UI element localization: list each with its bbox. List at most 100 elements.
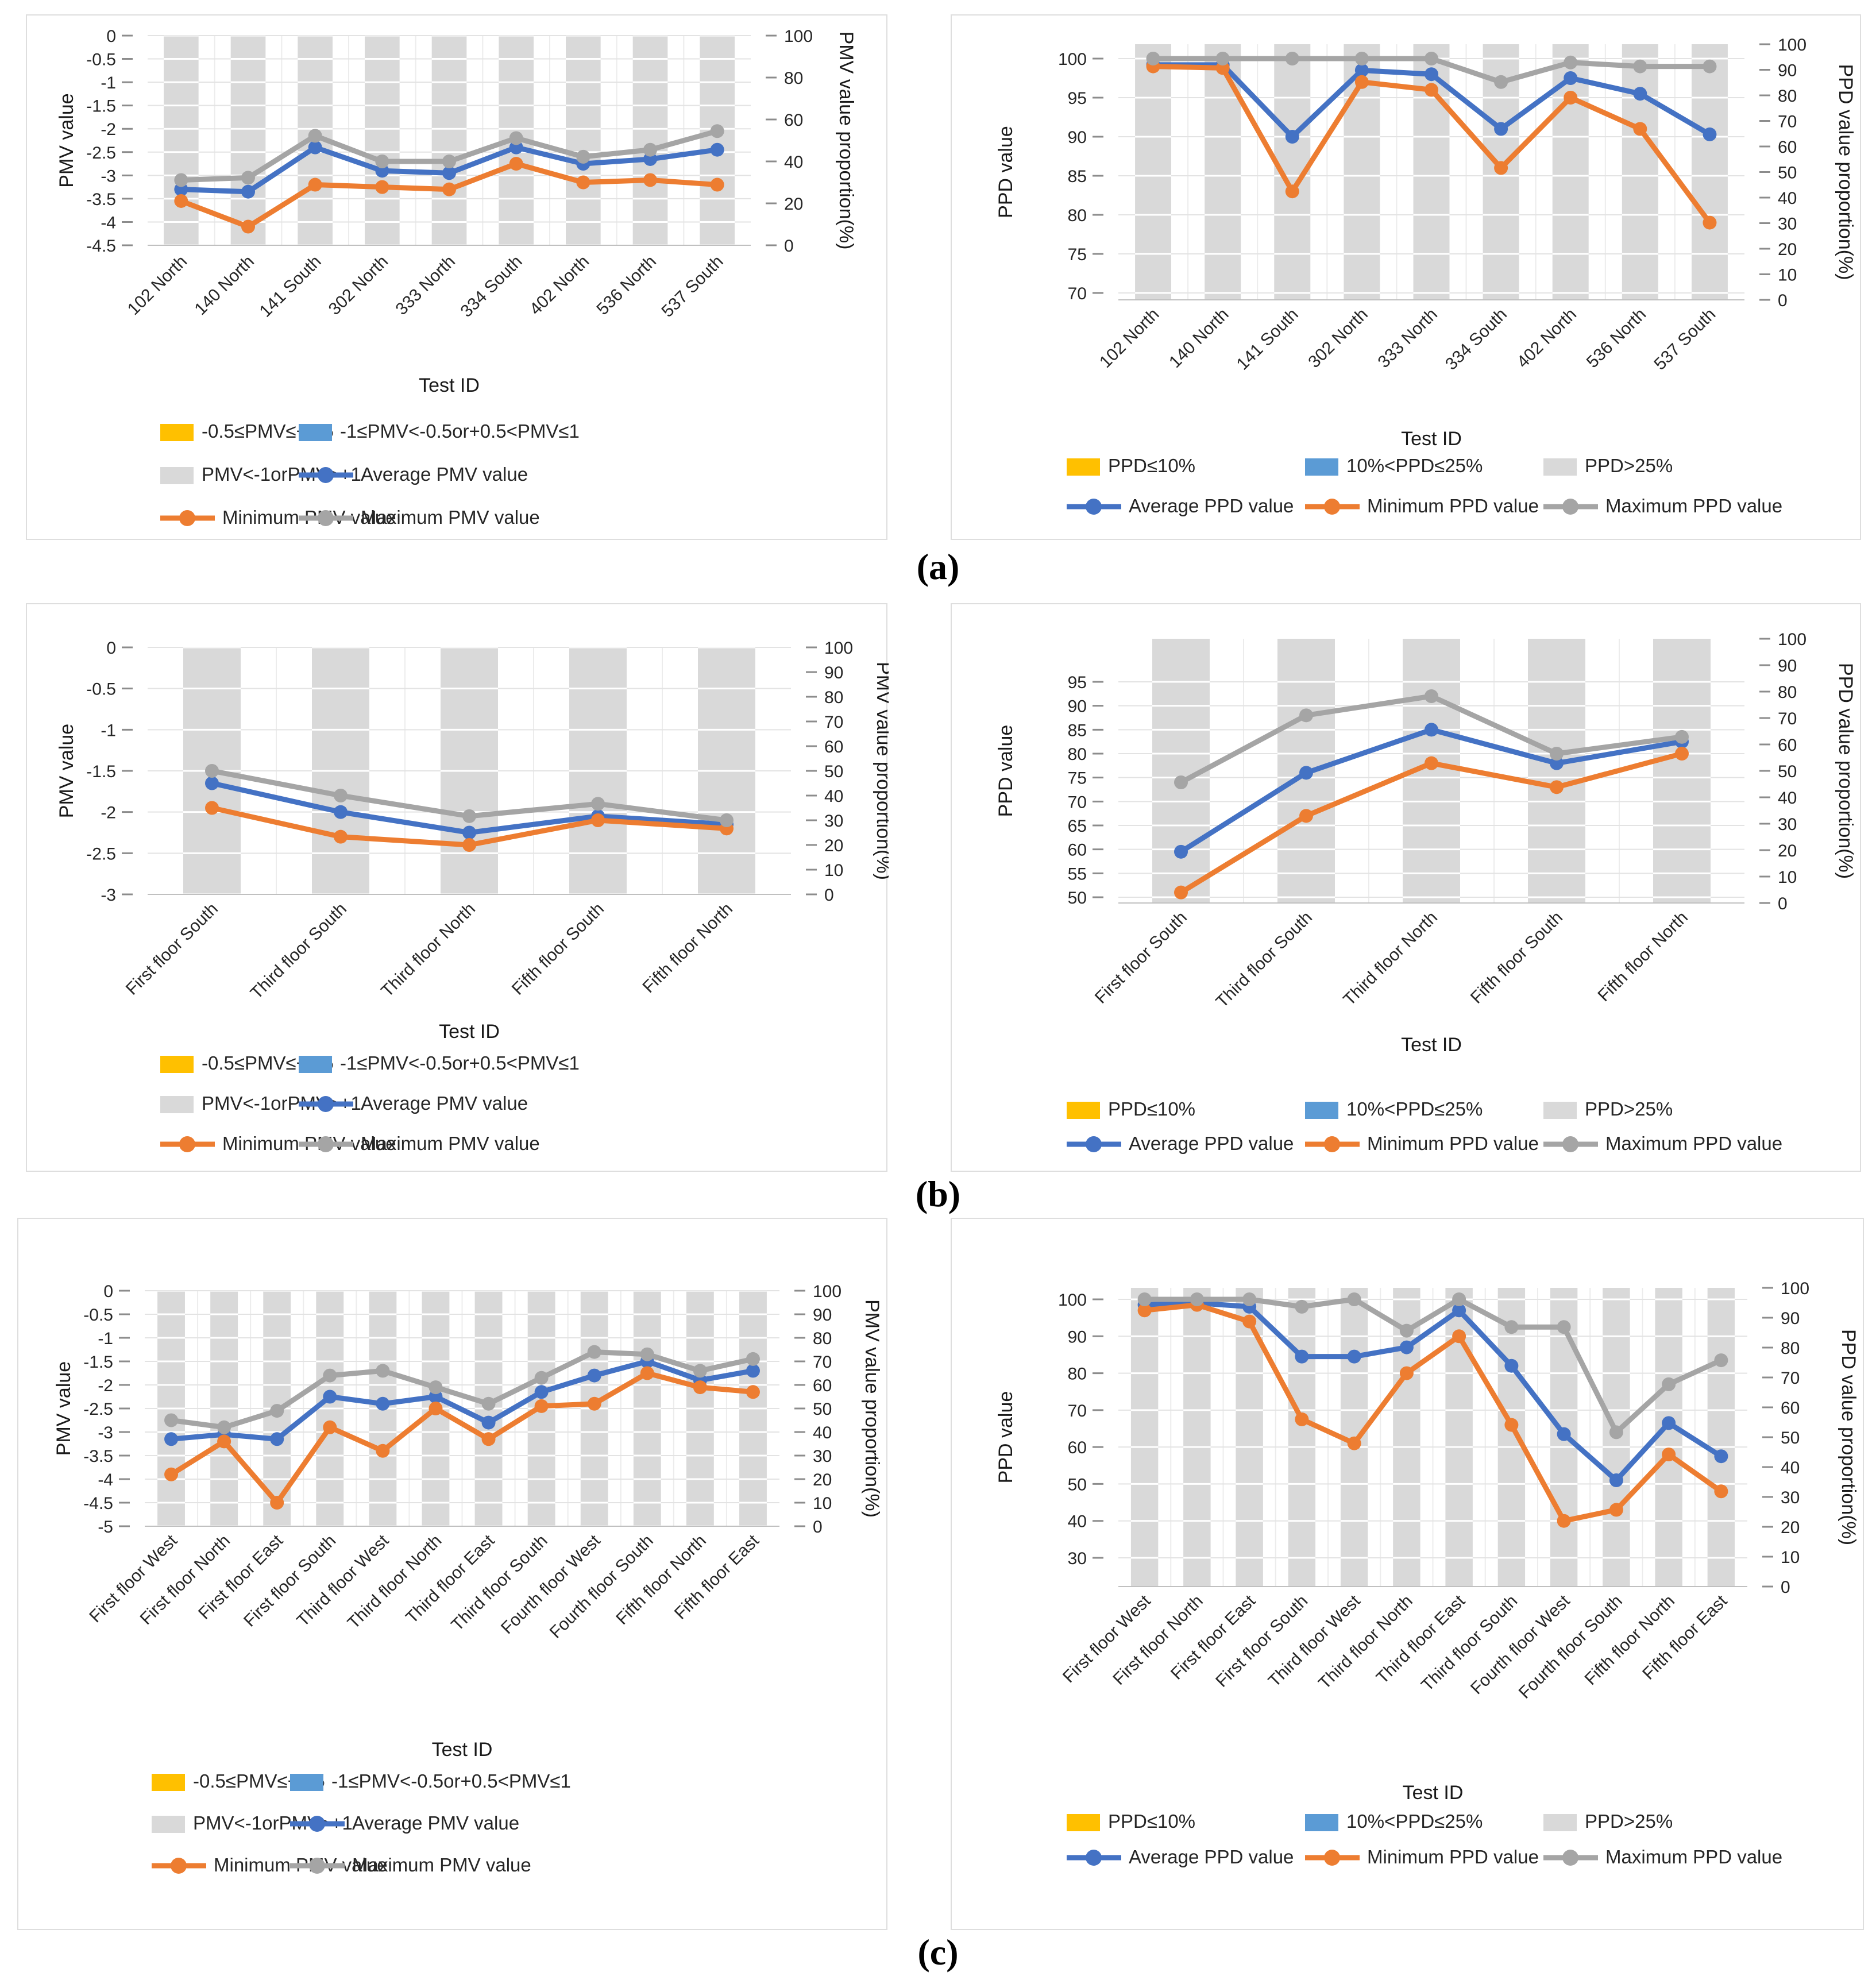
- svg-text:402 North: 402 North: [526, 252, 593, 319]
- svg-text:0: 0: [106, 639, 116, 658]
- chart-pmv-a: -4.5 -4 -3.5 -3 -2.5 -2 -1.5 -1 -0.5 0 0 20 40 60 80 10…: [56, 27, 857, 528]
- data-point: [1494, 122, 1508, 136]
- data-point: [1285, 184, 1299, 199]
- svg-text:80: 80: [784, 69, 803, 88]
- left-axis-title: PPD value: [995, 1391, 1017, 1484]
- svg-text:141 South: 141 South: [256, 252, 325, 321]
- legend-item-average-pmv-value: Average PMV value: [299, 1093, 528, 1114]
- legend: PPD≤10% 10%<PPD≤25% PPD>25% Average PPD val…: [1067, 455, 1782, 516]
- legend-item-10-ppd-25-: 10%<PPD≤25%: [1305, 455, 1483, 476]
- legend-swatch: [1067, 1814, 1100, 1831]
- svg-text:0: 0: [1778, 291, 1788, 310]
- data-point: [1504, 1418, 1519, 1432]
- svg-text:Fifth floor South: Fifth floor South: [508, 900, 608, 999]
- svg-text:40: 40: [1778, 189, 1797, 208]
- legend-swatch: [1305, 1102, 1338, 1119]
- legend-item--1-pmv-0-5or-0-5-pmv-1: -1≤PMV<-0.5or+0.5<PMV≤1: [299, 420, 580, 442]
- left-axis-title: PMV value: [53, 1361, 75, 1456]
- data-point: [323, 1368, 337, 1383]
- vertical-gridlines: [214, 36, 685, 245]
- data-point: [1425, 67, 1438, 82]
- svg-text:Third floor South: Third floor South: [1213, 908, 1316, 1012]
- svg-text:50: 50: [1068, 889, 1087, 908]
- legend-marker: [309, 1858, 325, 1874]
- legend-swatch: [299, 424, 332, 441]
- svg-text:140 North: 140 North: [1165, 305, 1232, 372]
- data-point: [1174, 775, 1188, 789]
- data-point: [1633, 87, 1647, 101]
- data-point: [323, 1390, 337, 1404]
- legend-item-average-ppd-value: Average PPD value: [1067, 495, 1294, 516]
- data-point: [241, 171, 255, 185]
- svg-text:Maximum PMV value: Maximum PMV value: [352, 1854, 531, 1875]
- data-point: [376, 1444, 390, 1458]
- proportion-bars: [1152, 639, 1711, 903]
- svg-text:40: 40: [1781, 1458, 1800, 1477]
- data-point: [746, 1385, 760, 1399]
- series-maximum-ppd-value: [1137, 1292, 1728, 1439]
- data-point: [1714, 1484, 1728, 1499]
- data-point: [462, 809, 476, 823]
- series-minimum-pmv-value: [174, 157, 724, 234]
- legend-marker: [1324, 499, 1340, 515]
- bar: [1622, 44, 1658, 300]
- legend-item-10-ppd-25-: 10%<PPD≤25%: [1305, 1811, 1483, 1832]
- legend-item-maximum-pmv-value: Maximum PMV value: [299, 1133, 540, 1154]
- data-point: [1347, 1292, 1361, 1306]
- svg-text:First floor West: First floor West: [86, 1531, 181, 1626]
- svg-text:302 North: 302 North: [325, 252, 392, 319]
- legend-swatch: [1305, 1814, 1338, 1831]
- data-point: [1494, 161, 1508, 175]
- data-point: [643, 173, 657, 187]
- svg-text:80: 80: [1781, 1339, 1800, 1358]
- data-point: [1452, 1303, 1466, 1318]
- bar: [632, 36, 668, 245]
- svg-text:Average PMV value: Average PMV value: [361, 464, 528, 485]
- left-axis-ticks: -5 -4.5 -4 -3.5 -3 -2.5 -2 -1.5 -1 -0.5 0: [83, 1282, 130, 1537]
- series-minimum-ppd-value: [1146, 59, 1717, 230]
- legend-marker: [318, 467, 334, 483]
- legend-swatch: [1067, 1102, 1100, 1119]
- svg-text:90: 90: [1068, 1327, 1087, 1346]
- data-point: [1299, 708, 1313, 723]
- data-point: [376, 1396, 390, 1411]
- data-point: [1703, 127, 1717, 141]
- data-point: [509, 157, 523, 171]
- chart-ppd-a: 70 75 80 85 90 95 100 0 10 20 30 40 50 60 70 80 90 100 102…: [995, 36, 1856, 516]
- svg-text:80: 80: [1068, 745, 1087, 764]
- svg-text:PPD>25%: PPD>25%: [1585, 1811, 1673, 1832]
- data-point: [640, 1366, 654, 1380]
- svg-text:-3.5: -3.5: [83, 1447, 113, 1466]
- svg-text:Average PMV value: Average PMV value: [352, 1812, 519, 1834]
- svg-text:85: 85: [1068, 167, 1087, 186]
- data-point: [1215, 52, 1230, 65]
- bar: [1288, 1288, 1316, 1587]
- data-point: [270, 1404, 284, 1418]
- svg-text:40: 40: [1778, 789, 1797, 808]
- legend-swatch: [160, 1056, 194, 1073]
- bar: [1135, 44, 1172, 300]
- data-point: [534, 1399, 549, 1413]
- bar: [365, 36, 400, 245]
- data-point: [1295, 1412, 1309, 1426]
- svg-text:85: 85: [1068, 721, 1087, 740]
- figure-label-a: (a): [916, 546, 960, 587]
- data-point: [1399, 1323, 1414, 1338]
- vertical-gridlines: [1170, 1288, 1696, 1587]
- legend: -0.5≤PMV≤+0.5 -1≤PMV<-0.5or+0.5<PMV≤1PMV<…: [160, 420, 580, 528]
- data-point: [429, 1380, 443, 1395]
- bar: [1691, 44, 1728, 300]
- svg-text:0: 0: [784, 237, 794, 256]
- svg-text:First floor North: First floor North: [1109, 1592, 1207, 1689]
- data-point: [587, 1345, 601, 1359]
- svg-text:Third floor West: Third floor West: [294, 1531, 393, 1630]
- left-axis-ticks: -4.5 -4 -3.5 -3 -2.5 -2 -1.5 -1 -0.5 0: [86, 27, 133, 256]
- legend-marker: [179, 1136, 195, 1152]
- svg-text:95: 95: [1068, 673, 1087, 692]
- svg-text:90: 90: [1068, 128, 1087, 147]
- data-point: [1504, 1358, 1519, 1373]
- svg-text:30: 30: [824, 812, 843, 831]
- data-point: [1399, 1340, 1414, 1354]
- svg-text:40: 40: [824, 787, 843, 806]
